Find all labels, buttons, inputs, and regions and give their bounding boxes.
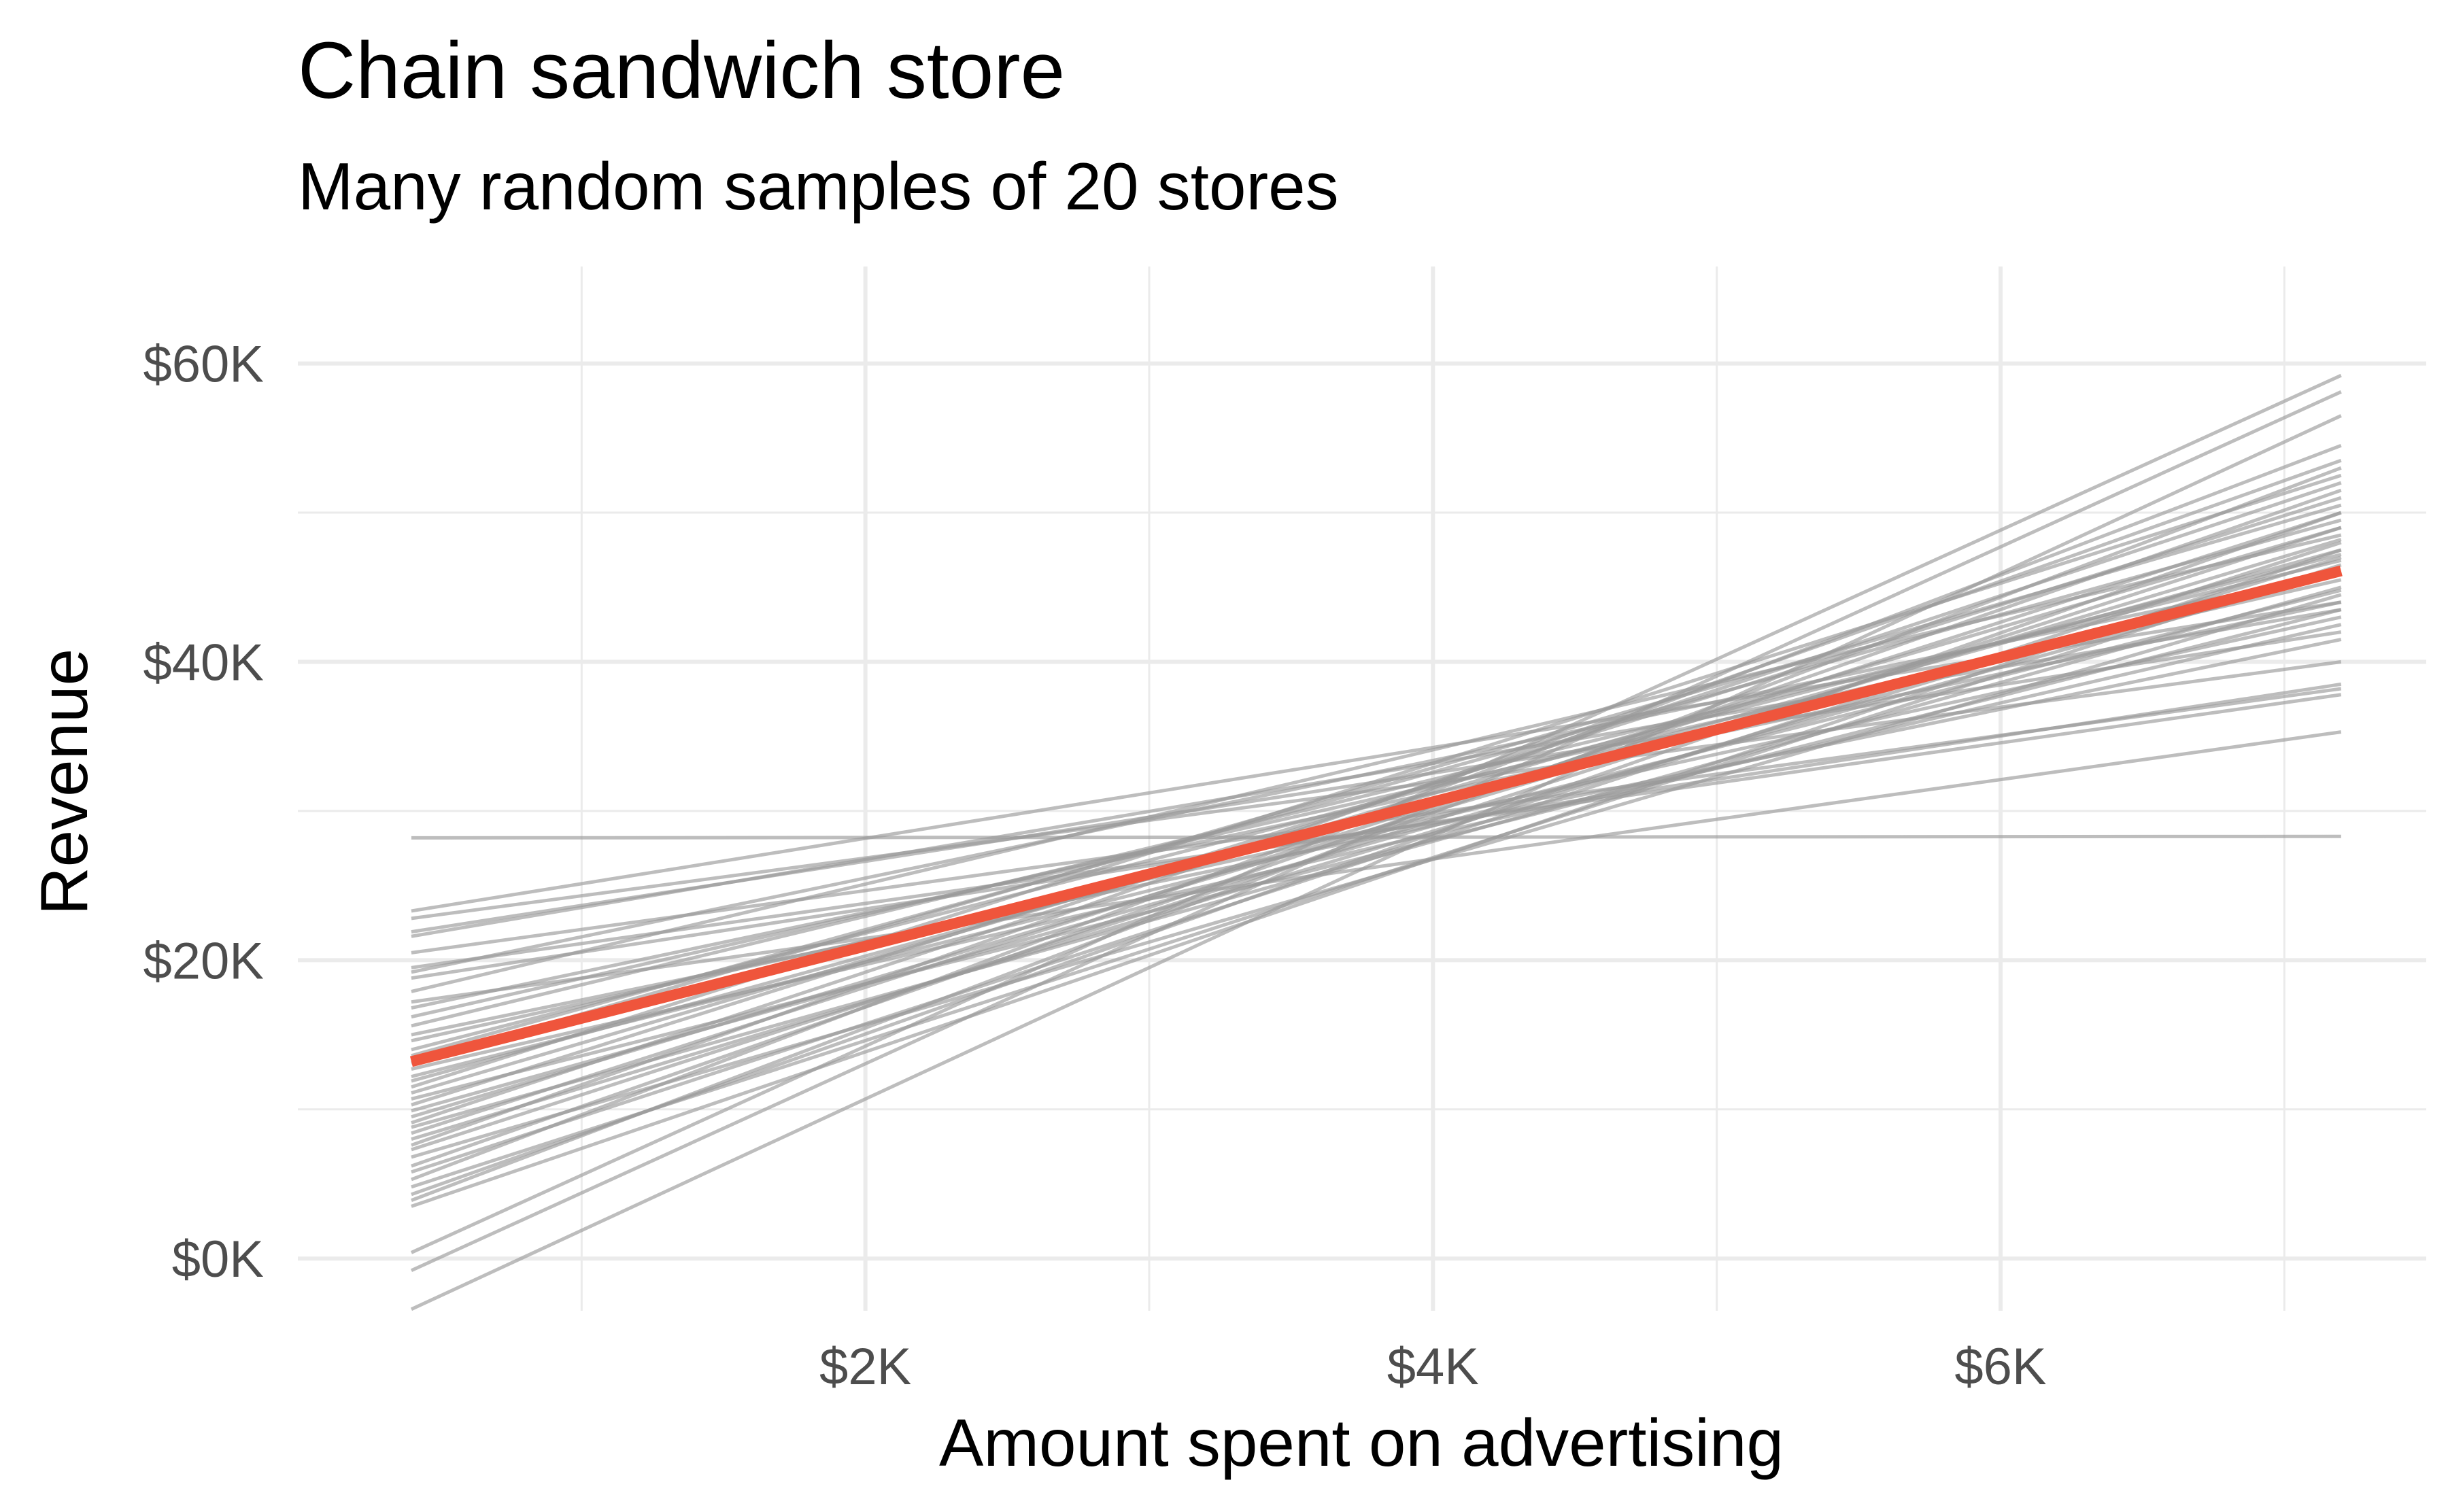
x-tick-label: $6K	[1954, 1338, 2046, 1396]
chart-subtitle: Many random samples of 20 stores	[298, 149, 1339, 224]
sample-line	[411, 518, 2342, 1058]
y-axis-ticks: $0K $20K $40K $60K	[143, 336, 265, 1289]
x-axis-title: Amount spent on advertising	[939, 1405, 1784, 1480]
sample-line	[411, 473, 2342, 1089]
sample-line	[411, 730, 2342, 1004]
sample-line	[411, 466, 2342, 1202]
y-tick-label: $20K	[143, 932, 265, 990]
x-axis-ticks: $2K $4K $6K	[819, 1338, 2047, 1396]
y-tick-label: $40K	[143, 634, 265, 691]
sample-regression-lines	[410, 373, 2342, 1311]
sample-line	[411, 488, 2342, 1168]
sample-line	[411, 458, 2342, 1147]
y-tick-label: $60K	[143, 336, 265, 394]
sample-line	[411, 526, 2342, 1152]
population-regression-line	[409, 565, 2343, 1067]
sample-line	[411, 533, 2342, 993]
sample-line	[411, 693, 2342, 969]
sample-line	[411, 540, 2342, 1174]
sample-line	[411, 511, 2342, 1135]
sample-line	[410, 414, 2342, 1311]
sample-line	[411, 548, 2342, 1208]
fit-line-series	[409, 565, 2343, 1067]
sample-line	[411, 511, 2342, 1197]
sample-line	[411, 526, 2342, 1095]
y-tick-label: $0K	[172, 1231, 264, 1288]
sample-line	[411, 563, 2342, 1189]
x-tick-label: $4K	[1387, 1338, 1479, 1396]
chart-title: Chain sandwich store	[298, 26, 1066, 116]
y-axis-title: Revenue	[27, 649, 101, 915]
x-tick-label: $2K	[819, 1338, 911, 1396]
